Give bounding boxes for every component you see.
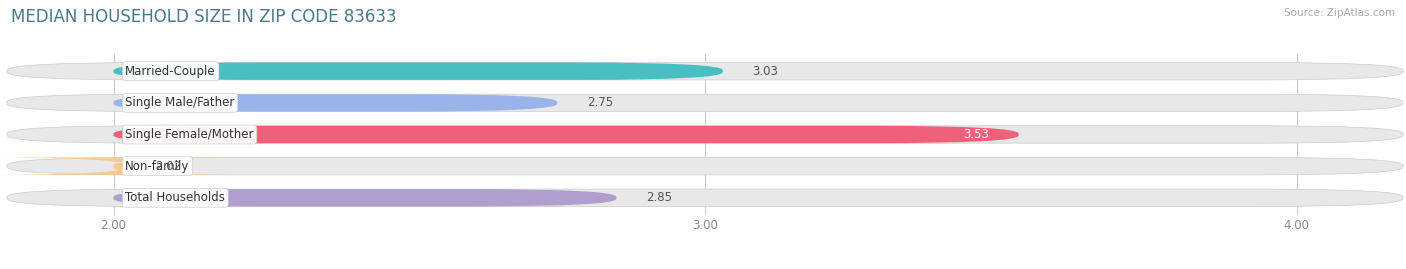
Text: Married-Couple: Married-Couple (125, 65, 217, 78)
FancyBboxPatch shape (114, 94, 557, 112)
FancyBboxPatch shape (7, 126, 1403, 143)
Text: Single Female/Mother: Single Female/Mother (125, 128, 254, 141)
FancyBboxPatch shape (7, 157, 1403, 175)
Text: 3.03: 3.03 (752, 65, 779, 78)
Text: Non-family: Non-family (125, 160, 190, 173)
Text: 3.53: 3.53 (963, 128, 988, 141)
FancyBboxPatch shape (114, 126, 1019, 143)
Text: 2.75: 2.75 (586, 96, 613, 109)
Text: 2.85: 2.85 (645, 191, 672, 204)
Text: MEDIAN HOUSEHOLD SIZE IN ZIP CODE 83633: MEDIAN HOUSEHOLD SIZE IN ZIP CODE 83633 (11, 8, 396, 26)
Text: Single Male/Father: Single Male/Father (125, 96, 235, 109)
Text: Total Households: Total Households (125, 191, 225, 204)
FancyBboxPatch shape (114, 189, 616, 207)
FancyBboxPatch shape (7, 189, 1403, 207)
FancyBboxPatch shape (0, 157, 260, 175)
FancyBboxPatch shape (7, 62, 1403, 80)
FancyBboxPatch shape (114, 62, 723, 80)
Text: Source: ZipAtlas.com: Source: ZipAtlas.com (1284, 8, 1395, 18)
Text: 2.02: 2.02 (155, 160, 181, 173)
FancyBboxPatch shape (7, 94, 1403, 112)
